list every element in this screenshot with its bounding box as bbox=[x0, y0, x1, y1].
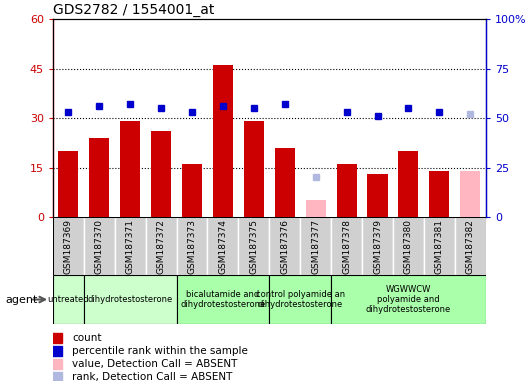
Bar bbox=[429, 171, 449, 217]
Bar bbox=[176, 217, 208, 275]
Text: value, Detection Call = ABSENT: value, Detection Call = ABSENT bbox=[72, 359, 238, 369]
Bar bbox=[362, 217, 393, 275]
Bar bbox=[213, 65, 233, 217]
Bar bbox=[58, 151, 78, 217]
Bar bbox=[393, 217, 424, 275]
Text: GSM187376: GSM187376 bbox=[280, 219, 289, 274]
Bar bbox=[208, 217, 238, 275]
Bar bbox=[300, 217, 331, 275]
Text: GSM187371: GSM187371 bbox=[126, 219, 135, 274]
Bar bbox=[115, 217, 146, 275]
Bar bbox=[238, 217, 269, 275]
Text: WGWWCW
polyamide and
dihydrotestosterone: WGWWCW polyamide and dihydrotestosterone bbox=[366, 285, 451, 314]
Bar bbox=[89, 138, 109, 217]
Text: rank, Detection Call = ABSENT: rank, Detection Call = ABSENT bbox=[72, 372, 233, 382]
Bar bbox=[306, 200, 326, 217]
Bar bbox=[146, 217, 176, 275]
Bar bbox=[244, 121, 264, 217]
Text: GSM187369: GSM187369 bbox=[64, 219, 73, 274]
Bar bbox=[455, 217, 486, 275]
Bar bbox=[269, 275, 331, 324]
Text: count: count bbox=[72, 333, 102, 343]
Text: GSM187370: GSM187370 bbox=[95, 219, 103, 274]
Bar bbox=[120, 121, 140, 217]
Bar bbox=[367, 174, 388, 217]
Text: GSM187380: GSM187380 bbox=[404, 219, 413, 274]
Text: GSM187377: GSM187377 bbox=[311, 219, 320, 274]
Bar bbox=[331, 217, 362, 275]
Bar bbox=[336, 164, 356, 217]
Text: GSM187373: GSM187373 bbox=[187, 219, 196, 274]
Text: agent: agent bbox=[5, 295, 37, 305]
Text: GSM187381: GSM187381 bbox=[435, 219, 444, 274]
Text: GSM187382: GSM187382 bbox=[466, 219, 475, 273]
Bar bbox=[424, 217, 455, 275]
Text: dihydrotestosterone: dihydrotestosterone bbox=[88, 295, 173, 304]
Bar bbox=[399, 151, 419, 217]
Text: GDS2782 / 1554001_at: GDS2782 / 1554001_at bbox=[53, 3, 214, 17]
Text: GSM187375: GSM187375 bbox=[249, 219, 258, 274]
Bar bbox=[331, 275, 486, 324]
Text: GSM187378: GSM187378 bbox=[342, 219, 351, 274]
Text: untreated: untreated bbox=[48, 295, 89, 304]
Bar bbox=[269, 217, 300, 275]
Text: GSM187379: GSM187379 bbox=[373, 219, 382, 274]
Bar bbox=[151, 131, 171, 217]
Bar bbox=[84, 217, 115, 275]
Bar bbox=[460, 171, 480, 217]
Text: GSM187372: GSM187372 bbox=[156, 219, 166, 273]
Text: bicalutamide and
dihydrotestosterone: bicalutamide and dihydrotestosterone bbox=[180, 290, 266, 309]
Bar bbox=[176, 275, 269, 324]
Bar bbox=[182, 164, 202, 217]
Bar bbox=[275, 148, 295, 217]
Text: percentile rank within the sample: percentile rank within the sample bbox=[72, 346, 248, 356]
Text: control polyamide an
dihydrotestosterone: control polyamide an dihydrotestosterone bbox=[256, 290, 345, 309]
Bar bbox=[53, 217, 84, 275]
Bar bbox=[53, 275, 84, 324]
Bar bbox=[84, 275, 176, 324]
Text: GSM187374: GSM187374 bbox=[219, 219, 228, 273]
